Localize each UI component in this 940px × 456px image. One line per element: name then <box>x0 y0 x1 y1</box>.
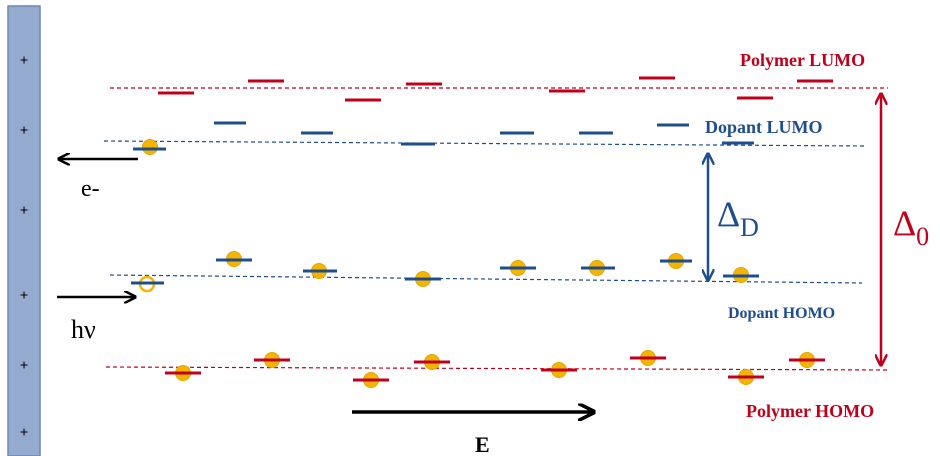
delta-d-label: ΔD <box>717 194 759 242</box>
delta-0-label: Δ0 <box>893 203 929 251</box>
polymer-homo-band-edge <box>106 367 888 370</box>
plus-sign: + <box>20 53 29 69</box>
plus-sign: + <box>20 358 29 374</box>
polymer-lumo-levels <box>158 78 833 100</box>
dopant-homo-levels <box>131 252 759 292</box>
plus-sign: + <box>20 203 29 219</box>
polymer-homo-label: Polymer HOMO <box>746 401 874 421</box>
dopant-lumo-label: Dopant LUMO <box>705 117 823 137</box>
polymer-lumo-label: Polymer LUMO <box>740 50 865 70</box>
plus-sign: + <box>20 288 29 304</box>
field-label: E <box>475 432 490 456</box>
plus-sign: + <box>20 123 29 139</box>
electron-label: e- <box>81 176 100 202</box>
photon-label: hν <box>71 315 96 344</box>
plus-sign: + <box>20 425 29 441</box>
polymer-homo-levels <box>165 351 825 388</box>
electrode-bar <box>8 6 40 456</box>
electron-dot <box>143 140 158 155</box>
dopant-homo-label: Dopant HOMO <box>728 305 835 322</box>
